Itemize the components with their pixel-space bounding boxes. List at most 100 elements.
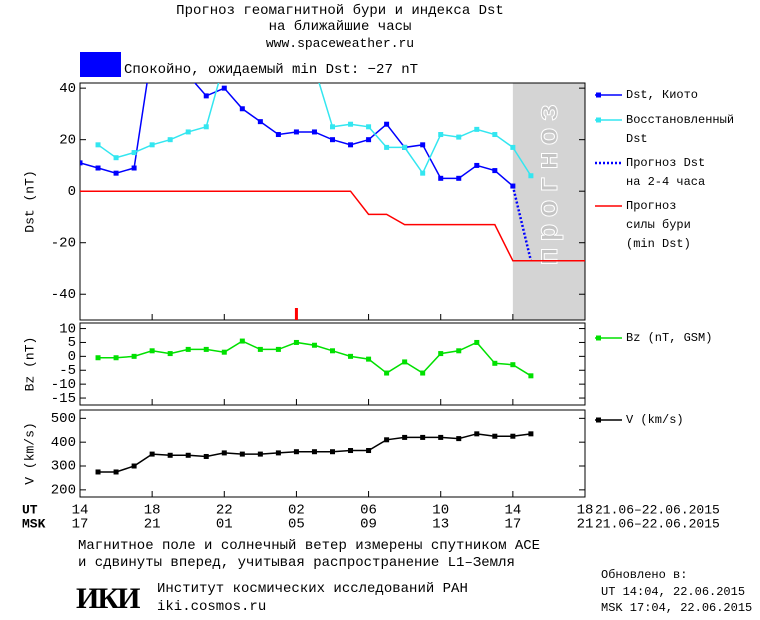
y-tick-label: -20 bbox=[51, 235, 76, 251]
y-axis-label: V (km/s) bbox=[22, 422, 37, 484]
series bbox=[95, 83, 534, 179]
msk-tick-label: 17 bbox=[72, 517, 89, 533]
point bbox=[402, 144, 408, 150]
point bbox=[366, 448, 372, 454]
plot-frame bbox=[79, 322, 586, 406]
y-axis-label: Dst (nT) bbox=[22, 170, 37, 232]
y-tick-label: 5 bbox=[68, 335, 76, 351]
point bbox=[293, 129, 299, 135]
plot-frame bbox=[79, 82, 586, 321]
point bbox=[185, 129, 191, 135]
ut-label: UT bbox=[22, 502, 38, 517]
point bbox=[474, 126, 480, 132]
point bbox=[113, 469, 119, 475]
msk-range: 21.06–22.06.2015 bbox=[595, 516, 720, 531]
forecast-label: прогноз bbox=[533, 97, 567, 265]
point bbox=[149, 142, 155, 148]
point bbox=[113, 170, 119, 176]
legend-label: Прогноз Dst на 2-4 часа bbox=[626, 156, 706, 189]
point bbox=[384, 121, 390, 127]
point bbox=[420, 142, 426, 148]
msk-tick-label: 05 bbox=[288, 517, 305, 533]
point bbox=[167, 452, 173, 458]
x-tick-label: 22 bbox=[216, 503, 233, 519]
series bbox=[80, 83, 516, 189]
y-axis-label: Bz (nT) bbox=[22, 337, 37, 392]
point bbox=[420, 434, 426, 440]
y-tick-label: -40 bbox=[51, 287, 76, 303]
point bbox=[203, 346, 209, 352]
point bbox=[167, 137, 173, 143]
y-tick-label: 500 bbox=[51, 411, 76, 427]
series bbox=[95, 431, 534, 475]
point bbox=[239, 451, 245, 457]
legend-marker bbox=[596, 92, 601, 98]
point bbox=[95, 165, 101, 171]
point bbox=[528, 173, 534, 179]
point bbox=[311, 342, 317, 348]
x-tick-label: 14 bbox=[504, 503, 521, 519]
point bbox=[456, 348, 462, 354]
y-tick-label: 200 bbox=[51, 483, 76, 499]
point bbox=[438, 434, 444, 440]
point bbox=[384, 144, 390, 150]
msk-label: MSK bbox=[22, 516, 46, 531]
point bbox=[95, 355, 101, 361]
point bbox=[456, 134, 462, 140]
logo: ИКИ bbox=[76, 582, 140, 615]
point bbox=[528, 431, 534, 437]
legend-label: Восстановленный Dst bbox=[626, 113, 735, 146]
series-line bbox=[80, 190, 585, 262]
point bbox=[348, 142, 354, 148]
point bbox=[275, 346, 281, 352]
point bbox=[492, 168, 498, 174]
point bbox=[275, 132, 281, 138]
point bbox=[311, 449, 317, 455]
x-tick-label: 18 bbox=[144, 503, 161, 519]
point bbox=[366, 356, 372, 362]
point bbox=[131, 353, 137, 359]
x-tick-label: 14 bbox=[72, 503, 89, 519]
y-tick-label: 40 bbox=[59, 81, 76, 97]
point bbox=[330, 449, 335, 455]
series-line bbox=[511, 185, 533, 262]
point bbox=[113, 155, 119, 161]
series bbox=[80, 190, 585, 262]
msk-tick-label: 09 bbox=[360, 517, 377, 533]
series-line bbox=[97, 83, 532, 177]
legend-marker bbox=[596, 117, 601, 123]
point bbox=[456, 436, 462, 442]
legend-marker bbox=[596, 417, 601, 423]
point bbox=[474, 431, 480, 437]
x-tick-label: 06 bbox=[360, 503, 377, 519]
point bbox=[239, 338, 245, 344]
y-tick-label: 300 bbox=[51, 459, 76, 475]
point bbox=[257, 119, 263, 125]
legend-label: Прогноз силы бури (min Dst) bbox=[626, 199, 691, 251]
point bbox=[131, 463, 137, 469]
point bbox=[221, 85, 227, 91]
status: Спокойно, ожидаемый min Dst: −27 nT bbox=[124, 62, 419, 78]
msk-tick-label: 17 bbox=[504, 517, 521, 533]
title: Прогноз геомагнитной бури и индекса Dst bbox=[176, 3, 504, 19]
msk-tick-label: 01 bbox=[216, 517, 233, 533]
point bbox=[420, 170, 426, 176]
point bbox=[528, 373, 534, 379]
institute: Институт космических исследований РАН bbox=[157, 581, 468, 597]
forecast-band bbox=[512, 83, 585, 320]
point bbox=[492, 360, 498, 366]
x-tick-label: 18 bbox=[577, 503, 594, 519]
point bbox=[330, 137, 335, 143]
y-tick-label: 10 bbox=[59, 321, 76, 337]
point bbox=[330, 348, 335, 354]
point bbox=[438, 175, 444, 181]
subtitle: на ближайшие часы bbox=[268, 19, 412, 35]
point bbox=[474, 339, 480, 345]
y-tick-label: -5 bbox=[59, 363, 76, 379]
point bbox=[384, 437, 390, 443]
ut-range: 21.06–22.06.2015 bbox=[595, 502, 720, 517]
updated-ut: UT 14:04, 22.06.2015 bbox=[601, 585, 746, 599]
point bbox=[366, 124, 372, 130]
y-tick-label: 20 bbox=[59, 132, 76, 148]
point bbox=[330, 124, 335, 130]
